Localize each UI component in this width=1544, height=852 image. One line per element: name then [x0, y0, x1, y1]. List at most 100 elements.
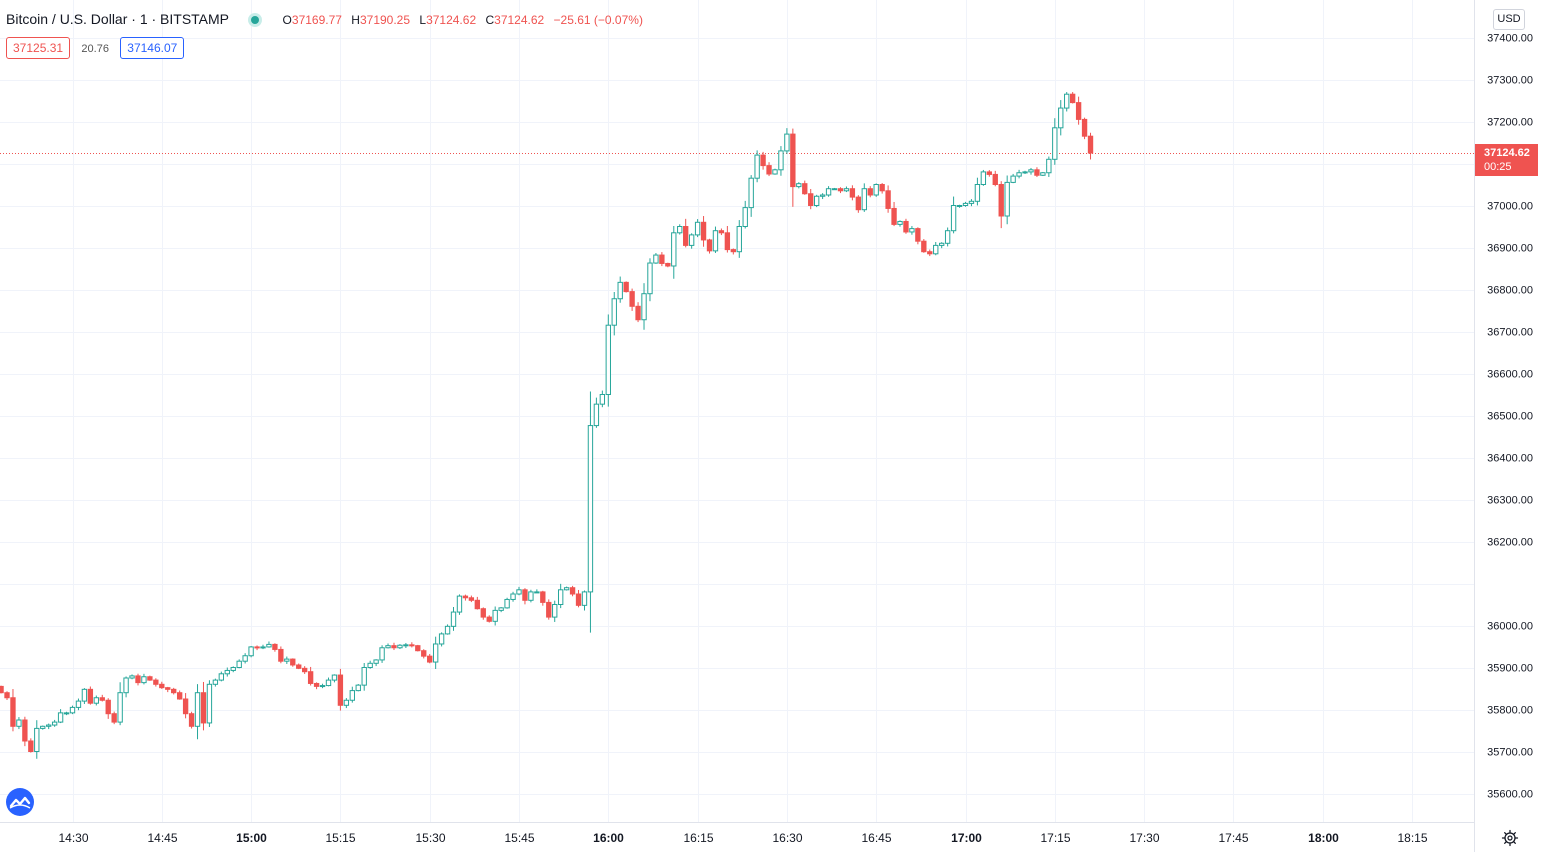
candle: [641, 283, 647, 330]
candle-body: [63, 712, 70, 715]
candle-body: [1034, 169, 1040, 176]
candle: [611, 291, 617, 336]
time-axis[interactable]: 14:30 14:45 15:00 15:15 15:30 15:45 16:00 16:15…: [58, 831, 1427, 845]
sell-button[interactable]: 37125.31: [6, 37, 71, 59]
candle: [349, 686, 355, 703]
candle-body: [1004, 181, 1010, 217]
candle-body: [992, 173, 998, 185]
candle: [456, 594, 463, 615]
candle-body: [575, 593, 582, 606]
candle: [367, 660, 373, 669]
candle: [903, 218, 909, 234]
candle-body: [171, 688, 177, 694]
candle: [706, 238, 713, 254]
candle-body: [784, 133, 790, 152]
price-axis[interactable]: 37400.0037300.0037200.0037100.0037000.00…: [1487, 33, 1533, 801]
tradingview-logo-icon[interactable]: [6, 788, 34, 816]
candle-body: [730, 249, 736, 253]
candle-body: [623, 281, 629, 293]
candle: [677, 224, 683, 235]
buy-button[interactable]: 37146.07: [120, 37, 185, 59]
candle: [921, 239, 927, 253]
candle-body: [492, 609, 498, 622]
candle-body: [111, 713, 117, 723]
candle-body: [605, 324, 611, 396]
candle: [40, 725, 46, 730]
candle-body: [581, 591, 588, 606]
candle: [319, 683, 326, 689]
candle-body: [498, 607, 504, 611]
candle: [1058, 100, 1064, 136]
candle: [153, 678, 159, 687]
candle-body: [796, 183, 802, 188]
candle: [796, 182, 802, 189]
candle: [260, 644, 266, 650]
candle: [123, 676, 129, 698]
candle: [593, 397, 600, 428]
candle: [724, 225, 731, 253]
x-tick-label: 16:45: [861, 831, 891, 845]
gear-icon[interactable]: [1501, 829, 1519, 847]
candle-body: [57, 712, 64, 723]
candle: [754, 150, 760, 183]
candle: [22, 716, 28, 747]
x-tick-label: 15:30: [415, 831, 445, 845]
candle: [159, 681, 165, 689]
candle: [659, 252, 665, 267]
candle-body: [450, 611, 457, 627]
candle: [730, 248, 736, 255]
candle: [1052, 118, 1058, 165]
candle-body: [403, 644, 409, 647]
candle: [885, 185, 891, 213]
candle-body: [385, 645, 391, 649]
x-tick-label: 16:15: [683, 831, 713, 845]
symbol-title[interactable]: Bitcoin / U.S. Dollar · 1 · BITSTAMP: [6, 11, 229, 27]
candle-body: [165, 687, 171, 690]
candle-body: [367, 662, 373, 668]
candle: [313, 682, 320, 690]
candle: [504, 597, 510, 609]
candle-body: [313, 682, 320, 687]
candle: [790, 128, 796, 207]
candle: [10, 689, 16, 732]
y-tick-label: 37200.00: [1487, 117, 1533, 129]
x-tick-label: 17:30: [1129, 831, 1159, 845]
candle: [760, 151, 766, 170]
candle-body: [915, 228, 921, 242]
candle: [599, 390, 606, 408]
candle: [331, 674, 338, 683]
candle: [718, 228, 725, 236]
candle: [343, 698, 350, 709]
candle: [302, 666, 308, 674]
spread-value: 20.76: [81, 43, 109, 55]
y-tick-label: 36300.00: [1487, 495, 1533, 507]
candle-body: [986, 171, 992, 175]
candle-body: [456, 595, 463, 613]
candle: [944, 227, 951, 247]
candle: [909, 226, 915, 235]
currency-button[interactable]: USD: [1493, 9, 1525, 30]
candle-body: [742, 207, 748, 228]
candle: [1016, 169, 1022, 179]
y-tick-label: 36900.00: [1487, 243, 1533, 255]
candle: [337, 668, 344, 711]
candle: [355, 684, 361, 692]
candle-body: [296, 664, 302, 669]
candle-body: [950, 205, 957, 232]
candle: [694, 219, 701, 238]
candle-body: [903, 220, 909, 233]
candle: [980, 169, 987, 186]
candle: [450, 606, 457, 631]
candle: [16, 717, 22, 730]
open-label: O: [282, 13, 292, 27]
candle-body: [468, 597, 475, 601]
candle-body: [337, 674, 344, 706]
candle: [28, 738, 34, 753]
candle: [480, 607, 486, 620]
candle: [236, 659, 242, 669]
y-tick-label: 35700.00: [1487, 747, 1533, 759]
candle-body: [236, 660, 242, 669]
candle: [1064, 92, 1070, 112]
candle-body: [534, 591, 540, 594]
